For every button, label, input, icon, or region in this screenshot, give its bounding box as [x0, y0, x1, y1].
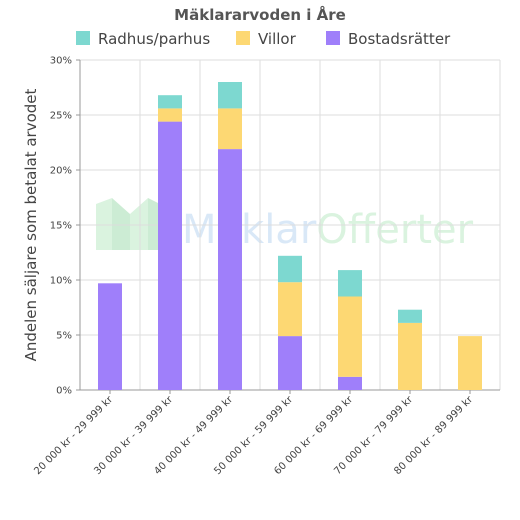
bar-segment [278, 336, 302, 390]
bar-segment [158, 95, 182, 109]
legend-swatch [76, 31, 90, 45]
bar-segment [158, 121, 182, 390]
chart-title: Mäklararvoden i Åre [174, 5, 346, 24]
bar-segment [278, 255, 302, 283]
y-tick-label: 0% [56, 386, 72, 397]
legend-swatch [236, 31, 250, 45]
legend-swatch [326, 31, 340, 45]
bar-segment [278, 282, 302, 337]
bars [98, 82, 482, 390]
y-tick-label: 15% [50, 221, 72, 232]
bar-segment [98, 283, 122, 390]
watermark: MäklarOfferter [96, 198, 474, 253]
bar-segment [218, 108, 242, 150]
legend: Radhus/parhus Villor Bostadsrätter [76, 30, 451, 48]
bar-segment [338, 376, 362, 390]
y-tick-label: 30% [50, 56, 72, 67]
watermark-logo [96, 198, 160, 250]
legend-item[interactable]: Villor [236, 30, 297, 48]
watermark-text-part2: Offerter [316, 207, 473, 253]
y-axis-ticks: 0% 5% 10% 15% 20% 25% 30% [50, 56, 80, 397]
bar-segment [458, 336, 482, 390]
watermark-text-part1: Mäklar [182, 207, 317, 253]
y-tick-label: 25% [50, 111, 72, 122]
y-axis-label: Andelen säljare som betalat arvodet [22, 88, 40, 361]
grid [79, 59, 501, 391]
y-tick-label: 10% [50, 276, 72, 287]
legend-label: Bostadsrätter [348, 30, 451, 48]
bar-segment [218, 82, 242, 109]
legend-item[interactable]: Radhus/parhus [76, 30, 210, 48]
bar-segment [398, 309, 422, 323]
y-tick-label: 20% [50, 166, 72, 177]
legend-label: Villor [258, 30, 297, 48]
bar-segment [218, 149, 242, 390]
bar-segment [158, 108, 182, 122]
y-tick-label: 5% [56, 331, 72, 342]
bar-segment [398, 322, 422, 390]
bar-segment [338, 270, 362, 297]
bar-segment [338, 296, 362, 377]
svg-text:MäklarOfferter: MäklarOfferter [182, 207, 474, 253]
legend-label: Radhus/parhus [98, 30, 210, 48]
legend-item[interactable]: Bostadsrätter [326, 30, 451, 48]
